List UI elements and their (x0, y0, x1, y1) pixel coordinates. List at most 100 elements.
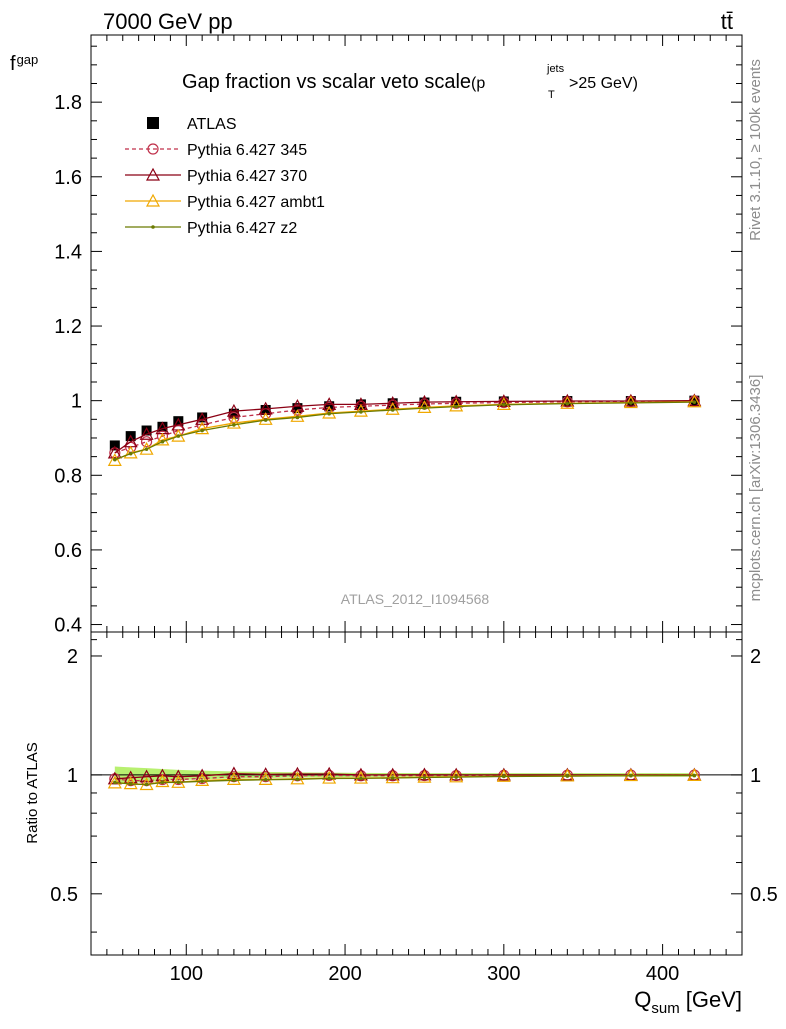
x-axis-label-sub: sum (651, 1000, 679, 1017)
series-4-point (144, 447, 149, 451)
series-0-point (197, 412, 208, 423)
series-4-point (295, 415, 300, 420)
y-tick-label: 1.8 (54, 92, 82, 114)
series-4-ratio-point (144, 782, 149, 787)
series-4-ratio-point (692, 773, 697, 778)
series-2-point (322, 397, 337, 410)
legend-marker-0 (147, 117, 159, 129)
ratio-plot-frame (90, 631, 743, 956)
series-4-ratio-point (390, 776, 395, 780)
series-4-ratio-line (114, 774, 695, 786)
series-3-point (417, 400, 432, 413)
series-4-ratio-point (263, 777, 268, 782)
series-3-ratio-point (155, 774, 170, 788)
chart-title-paren: ( (471, 75, 477, 92)
series-4-point (327, 411, 331, 416)
series-4-ratio-point (200, 779, 204, 784)
series-4-ratio-point (422, 775, 427, 780)
ratio-series-group (107, 766, 702, 791)
series-3-ratio-point (353, 770, 368, 784)
main-series-group (107, 393, 702, 466)
energy-label: 7000 GeV pp (103, 9, 233, 34)
chart-title-cut: >25 GeV) (569, 75, 638, 92)
series-3-ratio-point (417, 769, 432, 783)
ratio-y-tick-label-right: 0.5 (750, 884, 778, 906)
series-4-point (176, 434, 181, 438)
legend-label-0: ATLAS (187, 116, 237, 133)
series-4-point (422, 406, 427, 410)
series-4-ratio-point (327, 776, 331, 781)
series-3-ratio-point (258, 772, 273, 785)
series-3-ratio-point (560, 768, 575, 782)
x-tick-label: 300 (487, 963, 520, 985)
series-1-line (114, 400, 695, 454)
legend-marker-4 (151, 225, 155, 229)
y-tick-label: 1.2 (54, 316, 82, 338)
series-2-ratio-point (449, 767, 464, 781)
x-axis-label: Qsum [GeV] (634, 987, 742, 1017)
ratio-y-axis-label: Ratio to ATLAS (24, 742, 41, 843)
legend-marker-1 (147, 143, 159, 155)
ratio-y-tick-label: 0.5 (50, 884, 78, 906)
series-4-point (629, 401, 633, 405)
series-1-ratio-point (323, 769, 335, 782)
series-4-ratio-point (113, 780, 117, 785)
series-3-point (258, 412, 273, 425)
series-2-ratio-point (417, 767, 432, 781)
y-axis-label: fgap (10, 52, 38, 75)
chart-title-sup: jets (546, 63, 565, 75)
x-tick-label: 400 (646, 963, 679, 985)
series-2-line (114, 400, 695, 454)
series-0-point (141, 425, 152, 436)
series-3-point (107, 453, 122, 466)
rivet-version-text: Rivet 3.1.10, ≥ 100k events (747, 59, 764, 241)
series-3-point (290, 409, 305, 422)
series-3-point (155, 432, 170, 446)
series-3-point (449, 398, 464, 412)
y-tick-label: 1.4 (54, 241, 82, 263)
chart-title-main: Gap fraction vs scalar veto scale (182, 71, 471, 93)
series-0-point (292, 403, 303, 414)
legend: ATLAS Pythia 6.427 345 Pythia 6.427 370 Pyt… (125, 116, 325, 237)
series-3-ratio-point (496, 769, 511, 782)
series-0-point (157, 421, 168, 432)
series-3-point (195, 421, 210, 435)
series-4-point (390, 408, 395, 412)
series-3-point (226, 415, 241, 429)
series-4-point (565, 401, 570, 406)
series-3-ratio-point (449, 769, 464, 783)
series-3-point (353, 403, 368, 417)
x-tick-label: 100 (170, 963, 203, 985)
chart-title-sub: T (548, 89, 555, 101)
series-4-ratio-point (128, 782, 133, 786)
x-axis-label-unit: [GeV] (686, 987, 742, 1012)
series-1-point (140, 436, 153, 448)
series-4-point (454, 404, 458, 409)
series-3-point (139, 441, 154, 455)
series-1-ratio-point (355, 770, 367, 782)
series-3-ratio-point (290, 771, 305, 785)
axes-group: 100 200 300 400 0.4 0.6 0.8 1 1.2 1.4 1.6 1.8 0.5 0.5… (50, 35, 778, 985)
series-4-ratio-point (176, 780, 181, 785)
chart-title: Gap fraction vs scalar veto scale(p (182, 71, 485, 93)
series-4-ratio-point (565, 774, 570, 778)
ratio-y-tick-label: 1 (67, 765, 78, 787)
series-2-point (353, 397, 368, 410)
series-3-point (496, 397, 511, 410)
series-2-point (139, 426, 154, 440)
ratio-y-tick-label-right: 1 (750, 765, 761, 787)
series-0-point (260, 404, 271, 415)
series-4-point (200, 428, 204, 433)
series-2-ratio-point (385, 767, 400, 781)
series-4-point (232, 423, 236, 427)
x-tick-label: 200 (328, 963, 361, 985)
series-3-point (687, 394, 702, 408)
series-4-ratio-point (295, 777, 300, 782)
series-4-ratio-point (160, 780, 165, 785)
series-3-point (623, 395, 638, 409)
series-4-ratio-point (629, 773, 633, 778)
series-4-line (114, 401, 695, 461)
ratio-y-tick-label: 2 (67, 646, 78, 668)
legend-marker-2 (145, 167, 161, 181)
